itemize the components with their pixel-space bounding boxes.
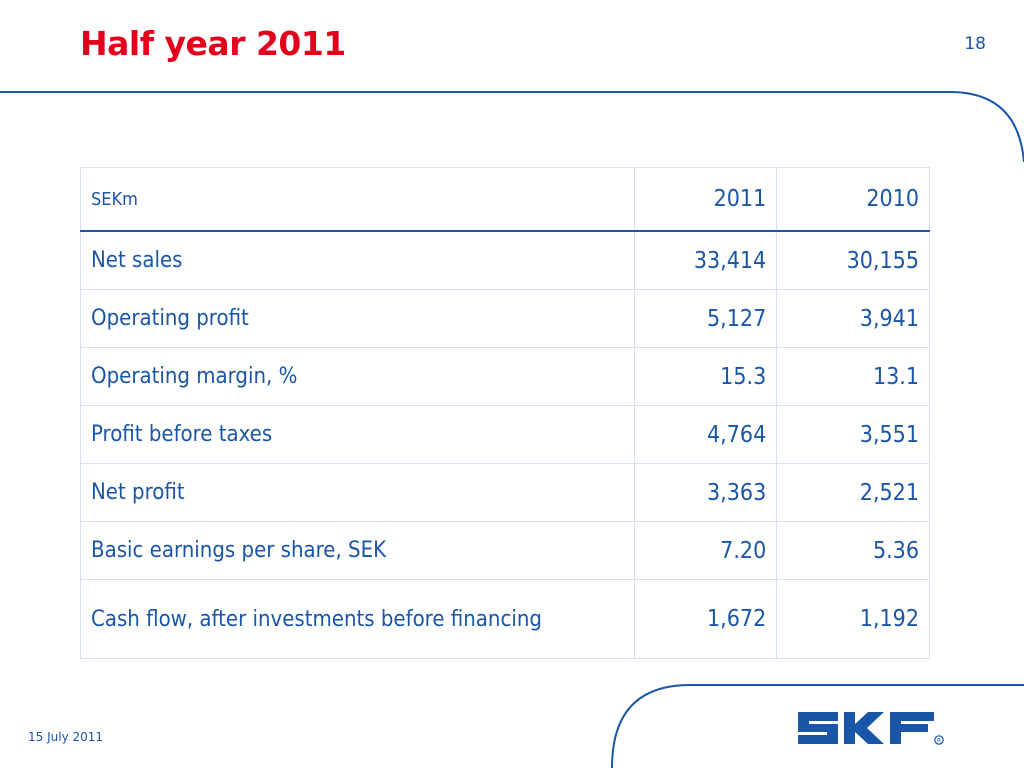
row-label: Cash flow, after investments before fina… [80,579,635,659]
page-number: 18 [964,34,986,54]
row-label: Basic earnings per share, SEK [80,521,635,580]
value-2010: 13.1 [776,347,930,406]
header-unit: SEKm [80,167,635,232]
row-label: Operating margin, % [80,347,635,406]
value-2010: 3,551 [776,405,930,464]
financial-table: SEKm 2011 2010 Net sales 33,414 30,155 O… [80,167,930,659]
value-2011: 4,764 [633,405,778,464]
value-2010: 3,941 [776,289,930,348]
value-2010: 1,192 [776,579,930,659]
skf-logo: R [798,712,944,745]
slide-title: Half year 2011 [80,24,346,63]
table-row: Net profit 3,363 2,521 [80,463,930,522]
row-label: Operating profit [80,289,635,348]
table-row: Net sales 33,414 30,155 [80,230,930,290]
table-row: Profit before taxes 4,764 3,551 [80,405,930,464]
footer-date: 15 July 2011 [28,730,104,744]
value-2011: 3,363 [633,463,778,522]
table-row: Basic earnings per share, SEK 7.20 5.36 [80,521,930,580]
table-row: Operating profit 5,127 3,941 [80,289,930,348]
header-year-2010: 2010 [776,167,930,232]
value-2011: 33,414 [633,230,778,290]
svg-text:R: R [937,737,941,744]
row-label: Profit before taxes [80,405,635,464]
row-label: Net sales [80,230,635,290]
value-2010: 5.36 [776,521,930,580]
row-label: Net profit [80,463,635,522]
header-year-2011: 2011 [633,167,778,232]
table-row: Cash flow, after investments before fina… [80,579,930,659]
table-row: Operating margin, % 15.3 13.1 [80,347,930,406]
value-2010: 2,521 [776,463,930,522]
value-2011: 7.20 [633,521,778,580]
value-2011: 15.3 [633,347,778,406]
value-2011: 5,127 [633,289,778,348]
table-header-row: SEKm 2011 2010 [80,167,930,232]
value-2010: 30,155 [776,230,930,290]
value-2011: 1,672 [633,579,778,659]
